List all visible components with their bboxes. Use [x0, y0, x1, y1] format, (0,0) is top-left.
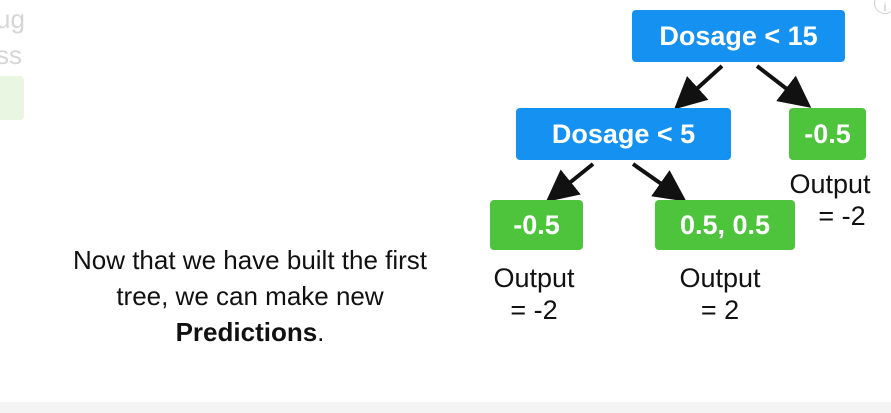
left-left-leaf-node: -0.5 [490, 200, 583, 250]
faded-text-fragment: ss [0, 40, 22, 70]
output-label: Output [789, 169, 871, 199]
slide-caption: Now that we have built the first tree, w… [70, 242, 430, 350]
bottom-strip [0, 402, 891, 413]
right-leaf-output: Output = -2 [770, 168, 890, 232]
caption-bold-word: Predictions [175, 317, 318, 347]
arrow-root-to-right-leaf [755, 64, 812, 108]
info-icon[interactable]: i [874, 0, 891, 14]
caption-period: . [317, 317, 325, 347]
arrow-inner-to-right-leaf [631, 162, 687, 202]
faded-green-box [0, 76, 24, 120]
output-label: Output [679, 263, 761, 293]
faded-text-fragment: ug [0, 4, 25, 34]
left-right-leaf-output: Output = 2 [660, 262, 780, 326]
caption-text: Now that we have built the first tree, w… [72, 245, 428, 311]
arrow-root-to-inner [674, 64, 724, 110]
root-decision-node: Dosage < 15 [632, 10, 845, 62]
output-label: Output [493, 263, 575, 293]
right-leaf-node: -0.5 [789, 108, 866, 160]
left-left-leaf-output: Output = -2 [474, 262, 594, 326]
inner-decision-node: Dosage < 5 [516, 108, 731, 160]
output-value: = 2 [700, 295, 740, 325]
left-right-leaf-node: 0.5, 0.5 [655, 200, 795, 250]
output-value: = -2 [510, 295, 558, 325]
output-value: = -2 [818, 201, 866, 231]
arrow-inner-to-left-leaf [545, 162, 595, 203]
